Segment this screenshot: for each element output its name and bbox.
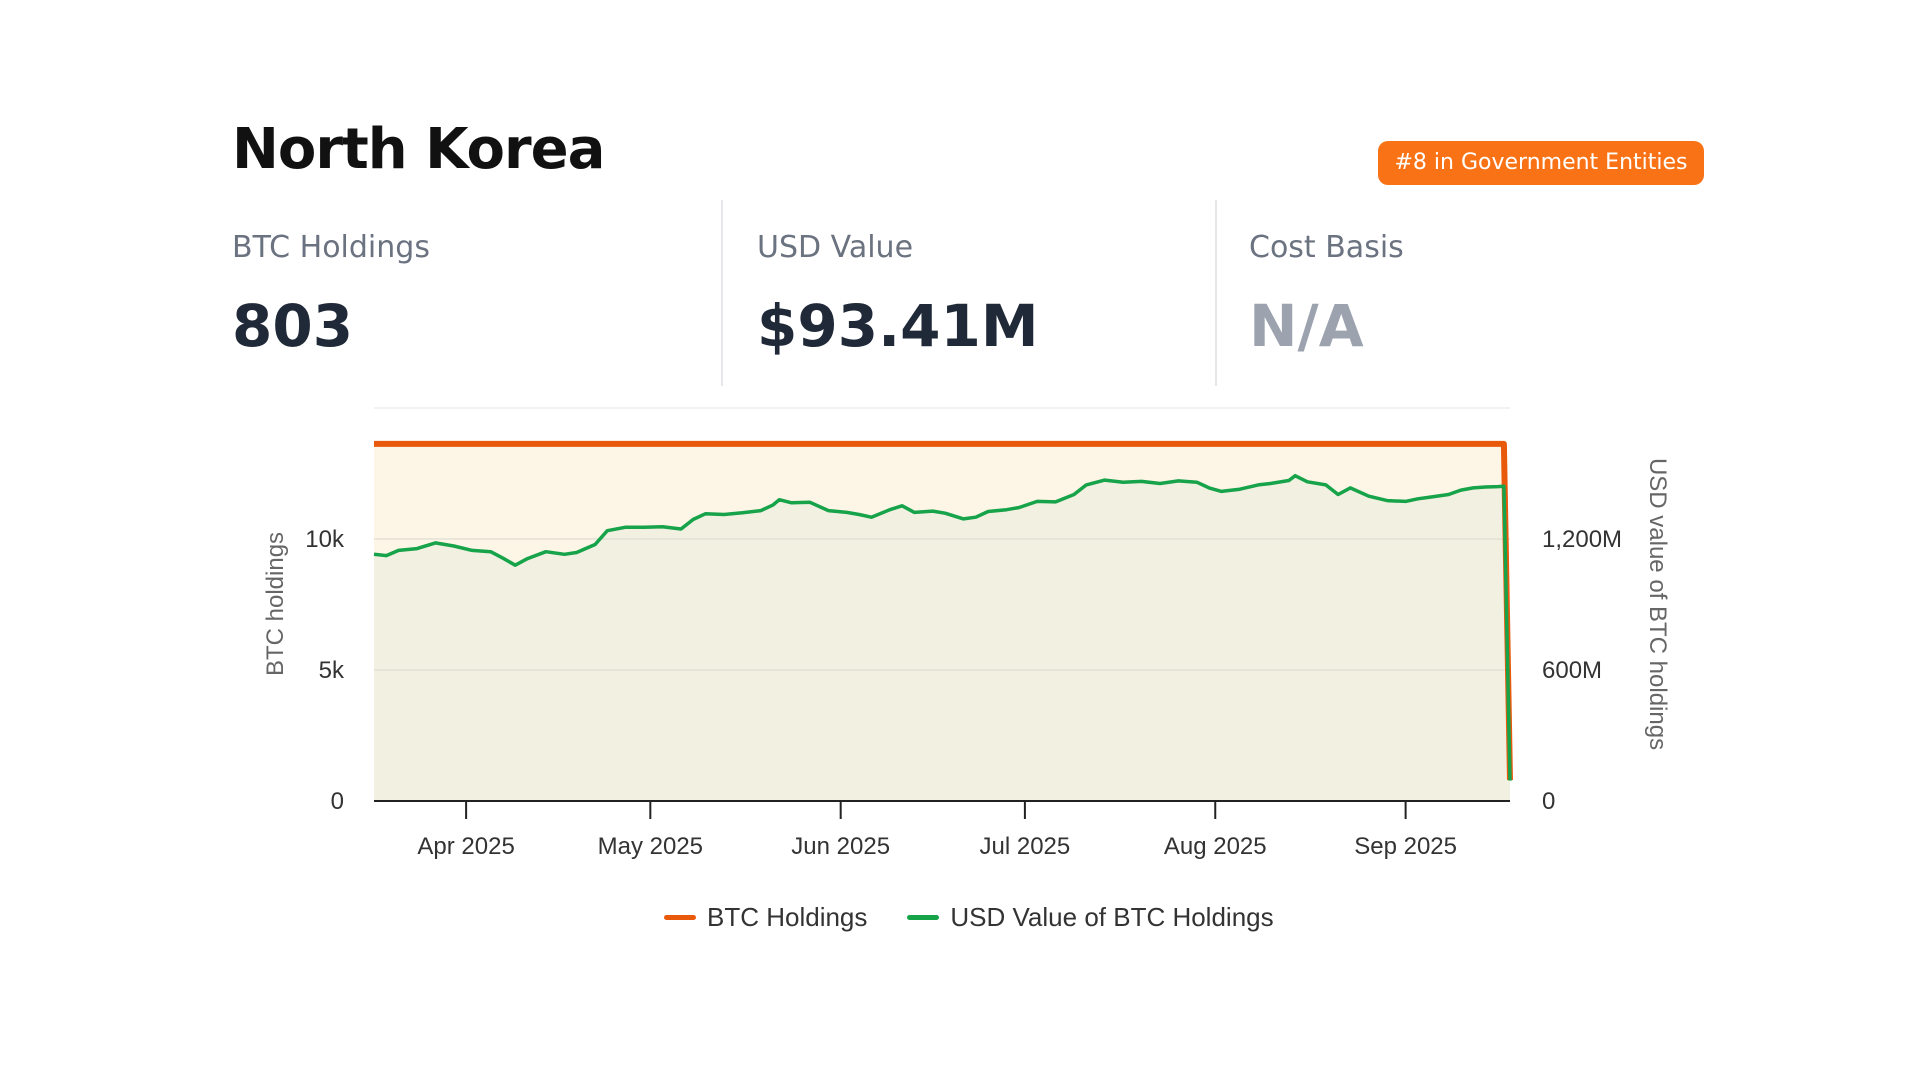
stat-label: BTC Holdings <box>232 230 430 265</box>
legend-label: USD Value of BTC Holdings <box>950 901 1274 932</box>
stat-btc-holdings: BTC Holdings 803 <box>232 200 712 386</box>
y-right-tick-label: 1,200M <box>1542 526 1622 553</box>
x-tick-label: Jun 2025 <box>791 833 890 860</box>
legend-swatch <box>664 914 696 920</box>
chart-legend: BTC Holdings USD Value of BTC Holdings <box>664 900 1314 934</box>
usd-value-line <box>373 473 1512 781</box>
legend-item-usd-value[interactable]: USD Value of BTC Holdings <box>907 901 1274 933</box>
y-left-tick-label: 0 <box>331 788 344 815</box>
x-tick-label: May 2025 <box>598 833 703 860</box>
legend-swatch <box>907 914 940 920</box>
stat-usd-value: USD Value $93.41M <box>757 200 1207 386</box>
stat-value: N/A <box>1249 292 1364 360</box>
y-left-tick-label: 5k <box>319 657 345 684</box>
rank-badge[interactable]: #8 in Government Entities <box>1378 141 1704 185</box>
x-tick-label: Sep 2025 <box>1354 833 1457 860</box>
x-tick-label: Jul 2025 <box>980 833 1071 860</box>
x-tick-label: Aug 2025 <box>1164 833 1267 860</box>
stat-value: 803 <box>232 292 354 360</box>
stat-divider <box>1215 200 1217 386</box>
stat-cost-basis: Cost Basis N/A <box>1249 200 1699 386</box>
y-left-axis-title: BTC holdings <box>262 532 289 676</box>
y-right-tick-label: 600M <box>1542 657 1602 684</box>
stat-label: Cost Basis <box>1249 230 1404 265</box>
x-tick-label: Apr 2025 <box>417 833 514 860</box>
y-left-tick-label: 10k <box>305 526 345 553</box>
legend-item-btc-holdings[interactable]: BTC Holdings <box>664 902 867 933</box>
stat-value: $93.41M <box>757 292 1039 360</box>
y-right-axis-title: USD value of BTC holdings <box>1644 458 1671 750</box>
legend-label: BTC Holdings <box>707 901 868 932</box>
stat-label: USD Value <box>757 230 914 265</box>
page-title: North Korea <box>232 117 605 182</box>
stat-divider <box>721 200 723 386</box>
y-right-tick-label: 0 <box>1542 788 1555 815</box>
usd-value-area <box>374 475 1510 801</box>
